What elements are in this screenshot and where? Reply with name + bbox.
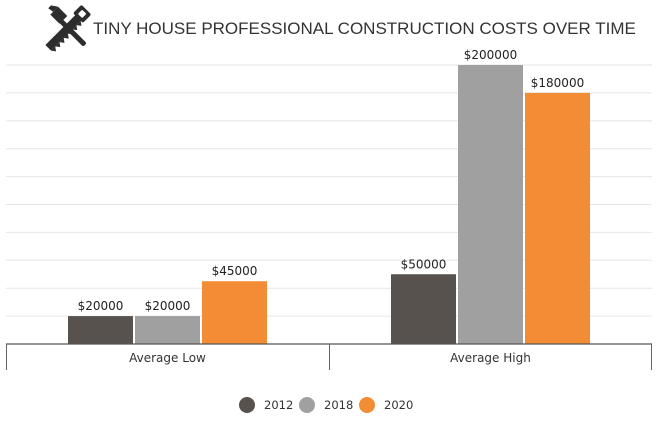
legend-swatch-2020 <box>359 397 375 413</box>
bar-2020-1 <box>525 92 590 345</box>
legend-label-2020: 2020 <box>384 398 413 412</box>
data-label-2020-0: $45000 <box>212 264 258 278</box>
data-labels: $20000 $20000 $45000 $50000 $200000 $180000 <box>78 48 585 313</box>
x-axis <box>6 343 652 370</box>
legend: 2012 2018 2020 <box>239 397 413 413</box>
legend-swatch-2012 <box>239 397 255 413</box>
legend-item-2018: 2018 <box>299 397 353 413</box>
bar-2018-0 <box>135 316 200 344</box>
bar-2012-0 <box>68 316 133 344</box>
category-labels: Average Low Average High <box>129 351 531 365</box>
bar-2020-0 <box>202 281 267 344</box>
category-label-0: Average Low <box>129 351 206 365</box>
data-label-2018-1: $200000 <box>464 48 517 62</box>
data-label-2018-0: $20000 <box>145 299 191 313</box>
legend-item-2012: 2012 <box>239 397 293 413</box>
data-label-2020-1: $180000 <box>531 76 584 90</box>
chart-title: TINY HOUSE PROFESSIONAL CONSTRUCTION COS… <box>93 19 636 38</box>
category-label-1: Average High <box>450 351 531 365</box>
legend-swatch-2018 <box>299 397 315 413</box>
legend-label-2012: 2012 <box>264 398 293 412</box>
legend-label-2018: 2018 <box>324 398 353 412</box>
data-label-2012-1: $50000 <box>401 257 447 271</box>
bar-2018-1 <box>458 65 523 344</box>
hammer-saw-icon <box>45 5 91 52</box>
bar-2012-1 <box>391 274 456 344</box>
legend-item-2020: 2020 <box>359 397 413 413</box>
bars <box>68 65 590 345</box>
data-label-2012-0: $20000 <box>78 299 124 313</box>
